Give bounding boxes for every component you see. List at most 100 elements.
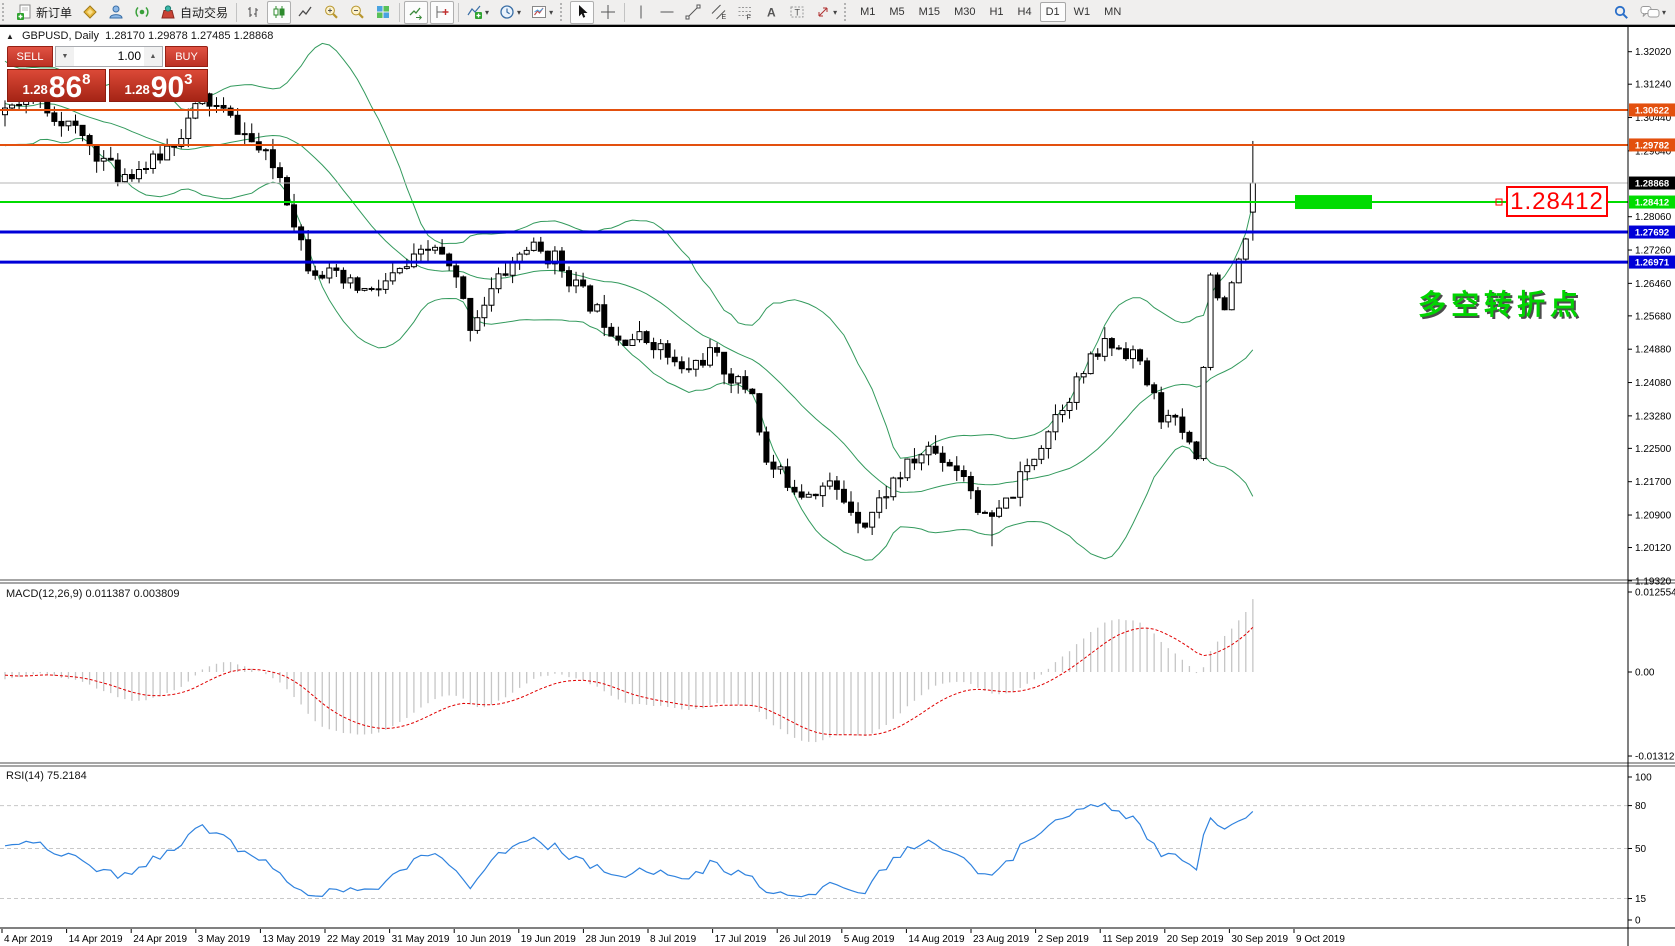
candle-body bbox=[989, 512, 995, 517]
tf-button-m30[interactable]: M30 bbox=[954, 6, 976, 18]
tf-button-mn[interactable]: MN bbox=[1104, 6, 1122, 18]
time-axis-label: 3 May 2019 bbox=[198, 934, 251, 945]
candle-body bbox=[1186, 431, 1193, 443]
time-axis-label: 20 Sep 2019 bbox=[1167, 934, 1224, 945]
candle-body bbox=[1137, 349, 1144, 362]
crosshair-icon bbox=[601, 5, 616, 19]
templates-button[interactable]: ▾ bbox=[527, 1, 557, 24]
toolbar-drag-handle[interactable] bbox=[560, 3, 566, 21]
dropdown-caret-icon: ▾ bbox=[485, 7, 490, 17]
price-level-badge-text: 1.28412 bbox=[1635, 198, 1669, 209]
chat-button[interactable]: ▾ bbox=[1636, 1, 1670, 24]
sell-price-box[interactable]: 1.28 86 8 bbox=[7, 69, 106, 103]
candle-body bbox=[1249, 182, 1256, 213]
dropdown-caret-icon: ▾ bbox=[549, 7, 554, 17]
search-button[interactable] bbox=[1609, 1, 1634, 24]
toolbar-separator bbox=[458, 2, 460, 22]
volume-value[interactable]: 1.00 bbox=[117, 49, 141, 63]
market-watch-button[interactable] bbox=[78, 1, 102, 24]
candlestick-chart-button[interactable] bbox=[267, 0, 292, 24]
candle-body bbox=[629, 339, 636, 346]
signals-button[interactable] bbox=[130, 1, 154, 24]
volume-increase-button[interactable]: ▲ bbox=[144, 47, 162, 66]
candle-body bbox=[213, 104, 220, 107]
price-axis-label: 1.27260 bbox=[1635, 246, 1672, 257]
tf-button-m15[interactable]: M15 bbox=[918, 6, 941, 18]
chart-annotation-text[interactable]: 多空转折点 bbox=[1418, 289, 1584, 320]
trendline-tool-button[interactable] bbox=[681, 1, 705, 24]
candle-body bbox=[819, 485, 826, 497]
chat-icon bbox=[1640, 6, 1660, 18]
profile-button[interactable] bbox=[104, 1, 128, 24]
auto-scroll-button[interactable] bbox=[404, 0, 429, 24]
fibonacci-tool-button[interactable]: F bbox=[733, 1, 757, 24]
candle-body bbox=[953, 465, 960, 472]
new-order-button[interactable]: 新订单 bbox=[12, 1, 76, 24]
tile-windows-icon bbox=[377, 6, 390, 18]
tf-button-w1[interactable]: W1 bbox=[1073, 6, 1091, 18]
candle-body bbox=[932, 445, 939, 454]
chart-shift-button[interactable] bbox=[430, 0, 455, 24]
periods-button[interactable]: ▾ bbox=[495, 1, 525, 24]
candle-body bbox=[1101, 338, 1108, 357]
vertical-line-tool-button[interactable] bbox=[629, 1, 653, 24]
candle-body bbox=[1221, 297, 1228, 311]
tile-windows-button[interactable] bbox=[371, 1, 395, 24]
price-level-badge bbox=[1629, 195, 1675, 209]
sell-button[interactable]: SELL bbox=[7, 46, 53, 67]
signals-icon bbox=[135, 6, 149, 18]
candle-body bbox=[1045, 431, 1052, 449]
candle-body bbox=[495, 273, 502, 290]
candle-body bbox=[594, 304, 601, 312]
candle-body bbox=[523, 249, 530, 255]
cursor-button[interactable] bbox=[570, 0, 595, 24]
buy-price-small: 1.28 bbox=[124, 82, 150, 97]
tf-button-h4[interactable]: H4 bbox=[1017, 6, 1032, 18]
tf-button-m1[interactable]: M1 bbox=[860, 6, 876, 18]
candle-body bbox=[474, 317, 481, 331]
horizontal-line-tool-button[interactable] bbox=[655, 1, 679, 24]
tf-button-m5[interactable]: M5 bbox=[889, 6, 905, 18]
candle-body bbox=[340, 269, 347, 284]
candle-body bbox=[262, 149, 269, 152]
candle-body bbox=[544, 250, 551, 265]
tf-button-h1[interactable]: H1 bbox=[989, 6, 1004, 18]
price-alert-label[interactable]: 1.28412 bbox=[1506, 186, 1608, 217]
indicators-icon bbox=[467, 5, 483, 19]
dropdown-caret-icon: ▾ bbox=[833, 7, 838, 17]
line-chart-button[interactable] bbox=[293, 1, 317, 24]
chart-ohlc-values: 1.28170 1.29878 1.27485 1.28868 bbox=[105, 30, 274, 42]
text-label-icon: T bbox=[790, 6, 804, 18]
crosshair-button[interactable] bbox=[596, 1, 620, 24]
collapse-panel-icon[interactable]: ▲ bbox=[6, 32, 14, 41]
fibonacci-icon: F bbox=[738, 7, 752, 20]
text-label-tool-button[interactable]: T bbox=[785, 1, 809, 24]
macd-axis-label: 0.00 bbox=[1635, 668, 1655, 679]
indicators-button[interactable]: ▾ bbox=[463, 1, 493, 24]
autotrade-button[interactable]: 自动交易 bbox=[156, 1, 232, 24]
buy-button[interactable]: BUY bbox=[165, 46, 208, 67]
candle-body bbox=[678, 361, 685, 370]
candle-body bbox=[728, 373, 735, 384]
zoom-out-button[interactable] bbox=[345, 1, 369, 24]
candle-body bbox=[227, 107, 234, 116]
zoom-in-button[interactable] bbox=[319, 1, 343, 24]
time-axis-label: 4 Apr 2019 bbox=[4, 934, 53, 945]
channel-tool-button[interactable]: E bbox=[707, 1, 731, 24]
horizontal-levels bbox=[0, 108, 1628, 264]
toolbar-drag-handle[interactable] bbox=[844, 3, 850, 21]
text-tool-button[interactable]: A bbox=[759, 1, 783, 24]
candle-body bbox=[2, 107, 8, 116]
tf-button-d1[interactable]: D1 bbox=[1039, 2, 1066, 22]
chart-title: ▲ GBPUSD, Daily 1.28170 1.29878 1.27485 … bbox=[6, 30, 273, 42]
rsi-level-lines bbox=[0, 805, 1628, 900]
bar-chart-button[interactable] bbox=[241, 1, 265, 24]
candle-body bbox=[580, 279, 587, 287]
candle-body bbox=[1038, 447, 1045, 460]
chart-top-border bbox=[0, 25, 1675, 27]
buy-price-box[interactable]: 1.28 90 3 bbox=[109, 69, 208, 103]
arrows-tool-button[interactable]: ▾ bbox=[811, 1, 841, 24]
toolbar-drag-handle[interactable] bbox=[2, 3, 8, 21]
candle-body bbox=[312, 270, 319, 276]
volume-decrease-button[interactable]: ▼ bbox=[56, 47, 74, 66]
